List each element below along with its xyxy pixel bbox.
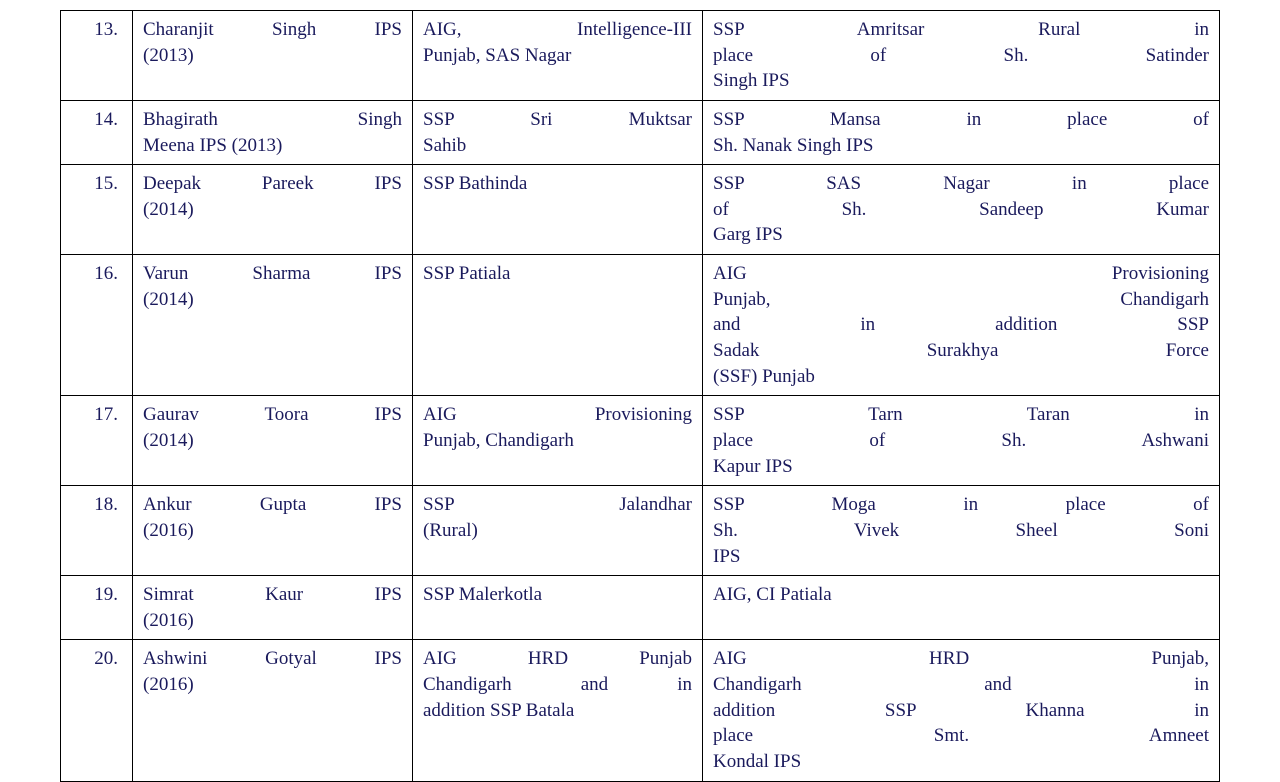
table-row: 13.Charanjit Singh IPS(2013)AIG, Intelli… [61,11,1220,101]
to-line: SSP Amritsar Rural in [713,17,1209,43]
name-line2: (2014) [143,428,402,454]
cell-to: AIG HRD Punjab,Chandigarh and inaddition… [703,640,1220,781]
from-line: Sahib [423,133,692,159]
table-row: 16.Varun Sharma IPS(2014)SSP PatialaAIG … [61,255,1220,396]
to-line: SSP SAS Nagar in place [713,171,1209,197]
cell-to: SSP Mansa in place ofSh. Nanak Singh IPS [703,100,1220,164]
cell-sr: 19. [61,576,133,640]
name-line2: (2014) [143,287,402,313]
to-line: AIG, CI Patiala [713,582,1209,608]
cell-name: Simrat Kaur IPS(2016) [133,576,413,640]
to-line: AIG HRD Punjab, [713,646,1209,672]
cell-to: AIG, CI Patiala [703,576,1220,640]
name-line1: Varun Sharma IPS [143,261,402,287]
to-line: AIG Provisioning [713,261,1209,287]
cell-name: Gaurav Toora IPS(2014) [133,396,413,486]
from-line: SSP Jalandhar [423,492,692,518]
cell-from: SSP Malerkotla [413,576,703,640]
cell-sr: 20. [61,640,133,781]
to-line: Sadak Surakhya Force [713,338,1209,364]
to-line: IPS [713,544,1209,570]
name-line1: Bhagirath Singh [143,107,402,133]
to-line: Kapur IPS [713,454,1209,480]
name-line2: (2016) [143,608,402,634]
cell-from: SSP Sri MuktsarSahib [413,100,703,164]
from-line: AIG Provisioning [423,402,692,428]
cell-sr: 17. [61,396,133,486]
cell-name: Bhagirath SinghMeena IPS (2013) [133,100,413,164]
to-line: Punjab, Chandigarh [713,287,1209,313]
cell-sr: 15. [61,165,133,255]
name-line2: (2013) [143,43,402,69]
to-line: SSP Mansa in place of [713,107,1209,133]
from-line: AIG, Intelligence-III [423,17,692,43]
from-line: Punjab, SAS Nagar [423,43,692,69]
table-row: 14.Bhagirath SinghMeena IPS (2013)SSP Sr… [61,100,1220,164]
to-line: Chandigarh and in [713,672,1209,698]
cell-name: Charanjit Singh IPS(2013) [133,11,413,101]
cell-name: Ashwini Gotyal IPS(2016) [133,640,413,781]
name-line2: (2016) [143,518,402,544]
to-line: place of Sh. Satinder [713,43,1209,69]
name-line1: Ashwini Gotyal IPS [143,646,402,672]
from-line: AIG HRD Punjab [423,646,692,672]
from-line: Chandigarh and in [423,672,692,698]
cell-to: SSP Moga in place ofSh. Vivek Sheel Soni… [703,486,1220,576]
name-line1: Ankur Gupta IPS [143,492,402,518]
name-line1: Deepak Pareek IPS [143,171,402,197]
cell-to: AIG ProvisioningPunjab, Chandigarhand in… [703,255,1220,396]
table-body: 13.Charanjit Singh IPS(2013)AIG, Intelli… [61,11,1220,782]
table-row: 17.Gaurav Toora IPS(2014)AIG Provisionin… [61,396,1220,486]
cell-from: SSP Bathinda [413,165,703,255]
to-line: (SSF) Punjab [713,364,1209,390]
name-line2: Meena IPS (2013) [143,133,402,159]
name-line2: (2014) [143,197,402,223]
cell-sr: 14. [61,100,133,164]
table-row: 20.Ashwini Gotyal IPS(2016)AIG HRD Punja… [61,640,1220,781]
cell-name: Ankur Gupta IPS(2016) [133,486,413,576]
from-line: SSP Malerkotla [423,582,692,608]
name-line1: Gaurav Toora IPS [143,402,402,428]
name-line2: (2016) [143,672,402,698]
name-line1: Charanjit Singh IPS [143,17,402,43]
cell-name: Deepak Pareek IPS(2014) [133,165,413,255]
table-row: 19.Simrat Kaur IPS(2016)SSP MalerkotlaAI… [61,576,1220,640]
cell-from: SSP Patiala [413,255,703,396]
from-line: SSP Patiala [423,261,692,287]
from-line: SSP Sri Muktsar [423,107,692,133]
cell-sr: 18. [61,486,133,576]
to-line: and in addition SSP [713,312,1209,338]
cell-from: AIG, Intelligence-IIIPunjab, SAS Nagar [413,11,703,101]
table-row: 18.Ankur Gupta IPS(2016)SSP Jalandhar(Ru… [61,486,1220,576]
cell-name: Varun Sharma IPS(2014) [133,255,413,396]
from-line: SSP Bathinda [423,171,692,197]
to-line: place Smt. Amneet [713,723,1209,749]
from-line: (Rural) [423,518,692,544]
cell-sr: 13. [61,11,133,101]
cell-to: SSP SAS Nagar in placeof Sh. Sandeep Kum… [703,165,1220,255]
cell-sr: 16. [61,255,133,396]
to-line: of Sh. Sandeep Kumar [713,197,1209,223]
cell-from: AIG ProvisioningPunjab, Chandigarh [413,396,703,486]
to-line: SSP Moga in place of [713,492,1209,518]
to-line: Sh. Nanak Singh IPS [713,133,1209,159]
from-line: Punjab, Chandigarh [423,428,692,454]
officers-table: 13.Charanjit Singh IPS(2013)AIG, Intelli… [60,10,1220,782]
to-line: Sh. Vivek Sheel Soni [713,518,1209,544]
to-line: place of Sh. Ashwani [713,428,1209,454]
to-line: Kondal IPS [713,749,1209,775]
to-line: Garg IPS [713,222,1209,248]
name-line1: Simrat Kaur IPS [143,582,402,608]
cell-from: SSP Jalandhar(Rural) [413,486,703,576]
cell-to: SSP Amritsar Rural inplace of Sh. Satind… [703,11,1220,101]
to-line: SSP Tarn Taran in [713,402,1209,428]
cell-to: SSP Tarn Taran inplace of Sh. AshwaniKap… [703,396,1220,486]
table-row: 15.Deepak Pareek IPS(2014)SSP BathindaSS… [61,165,1220,255]
to-line: Singh IPS [713,68,1209,94]
cell-from: AIG HRD PunjabChandigarh and inaddition … [413,640,703,781]
